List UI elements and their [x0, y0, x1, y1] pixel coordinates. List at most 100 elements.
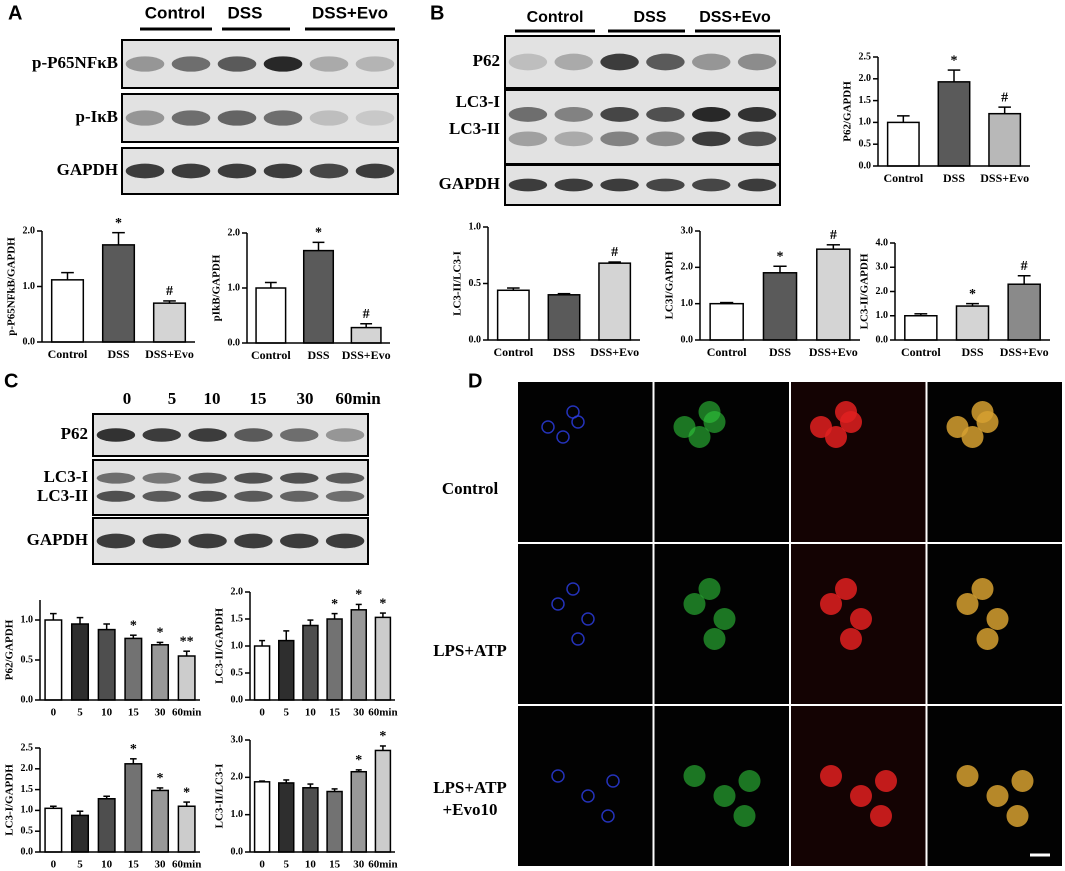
cell — [698, 401, 721, 423]
cell — [581, 612, 595, 626]
blot — [504, 164, 781, 206]
cell — [581, 789, 595, 803]
bar — [124, 637, 143, 701]
blot-band — [96, 533, 136, 549]
significance-marker: * — [130, 742, 137, 757]
cell — [688, 426, 711, 448]
y-tick-label: 0.0 — [23, 336, 36, 347]
bar — [709, 302, 744, 341]
significance-marker: * — [115, 216, 122, 231]
x-tick-label: 10 — [101, 859, 113, 871]
blot-band — [125, 163, 165, 179]
blot-band — [188, 490, 227, 502]
blot-band — [263, 163, 303, 179]
x-tick-label: 0 — [51, 707, 57, 719]
x-tick-label: 10 — [305, 707, 317, 719]
y-tick-label: 0.0 — [859, 160, 872, 171]
y-tick-label: 1.5 — [231, 613, 244, 624]
blot-row-label: P62 — [473, 51, 500, 70]
x-tick-label: 15 — [128, 859, 140, 871]
blot-band — [355, 163, 395, 179]
blot — [504, 35, 781, 89]
significance-marker: # — [166, 284, 173, 299]
y-tick-label: 0.0 — [21, 694, 34, 705]
bar — [177, 805, 196, 853]
significance-marker: # — [1001, 90, 1008, 105]
blot-band — [96, 428, 136, 442]
bar — [44, 619, 63, 701]
blot-band — [737, 107, 777, 122]
group-label: Control — [527, 9, 584, 26]
significance-marker: * — [331, 597, 338, 612]
x-tick-label: Control — [48, 347, 88, 361]
cell — [840, 628, 862, 650]
lane-label: 60min — [335, 389, 381, 408]
group-label: DSS — [228, 3, 263, 22]
y-tick-label: 1.0 — [859, 117, 872, 128]
cell — [551, 597, 565, 611]
blot-row-label: LC3-II — [449, 119, 500, 138]
blot-band — [646, 178, 685, 192]
blot-band — [217, 163, 257, 179]
x-tick-label: Control — [707, 345, 747, 359]
blot — [121, 147, 399, 195]
cell — [986, 608, 1009, 630]
x-tick-label: DSS+Evo — [342, 348, 391, 362]
y-tick-label: 0.0 — [21, 846, 34, 857]
x-tick-label: 60min — [172, 707, 201, 719]
y-axis-label: p-P65NFkB/GAPDH — [6, 237, 18, 336]
blot-band — [355, 56, 395, 72]
y-tick-label: 1.0 — [876, 310, 889, 321]
y-tick-label: 2.0 — [876, 286, 889, 297]
x-tick-label: 0 — [259, 859, 265, 871]
cell — [541, 420, 555, 434]
x-tick-label: 10 — [305, 859, 317, 871]
y-tick-label: 2.0 — [231, 772, 244, 783]
bar — [302, 624, 319, 701]
row-label: +Evo10 — [442, 800, 497, 819]
x-tick-label: 15 — [329, 707, 341, 719]
bar — [278, 782, 295, 853]
blot-band — [142, 428, 181, 442]
blot-band — [737, 53, 777, 71]
bar — [302, 249, 335, 344]
cell — [733, 805, 756, 827]
blot-band — [554, 53, 593, 71]
blot-row-label: LC3-II — [37, 486, 88, 505]
bar — [598, 262, 632, 341]
bar — [326, 618, 343, 701]
y-axis-label: pIkB/GAPDH — [211, 254, 223, 321]
bar — [70, 623, 90, 701]
blot-band — [142, 472, 181, 484]
cell — [976, 628, 999, 650]
significance-marker: * — [183, 785, 190, 800]
y-tick-label: 2.0 — [859, 73, 872, 84]
blot-band — [96, 472, 136, 484]
x-tick-label: 15 — [329, 859, 341, 871]
y-tick-label: 1.0 — [231, 809, 244, 820]
blot-row-label: GAPDH — [439, 174, 500, 193]
y-tick-label: 0.5 — [469, 278, 482, 289]
blot-band — [646, 131, 685, 147]
y-tick-label: 2.5 — [859, 51, 872, 62]
significance-marker: # — [1021, 259, 1028, 274]
blot-band — [554, 107, 593, 122]
cell — [606, 774, 620, 788]
cell — [683, 765, 706, 787]
x-tick-label: DSS+Evo — [980, 171, 1029, 185]
x-tick-label: 10 — [101, 707, 113, 719]
significance-marker: ** — [180, 634, 194, 649]
lane-label: 5 — [168, 389, 177, 408]
x-tick-label: 30 — [155, 707, 167, 719]
blot-band — [217, 110, 257, 126]
blot — [504, 89, 781, 165]
cell — [961, 426, 984, 448]
x-tick-label: 0 — [259, 707, 265, 719]
y-tick-label: 2.0 — [23, 225, 36, 236]
blot-band — [325, 428, 365, 442]
cell — [850, 608, 872, 630]
blot-band — [309, 56, 349, 72]
bar — [150, 789, 170, 853]
